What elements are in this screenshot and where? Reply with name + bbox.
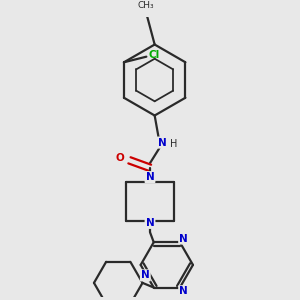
- Text: N: N: [179, 233, 188, 244]
- Text: N: N: [146, 218, 154, 228]
- Text: O: O: [116, 154, 124, 164]
- Text: H: H: [170, 139, 177, 148]
- Text: N: N: [146, 172, 154, 182]
- Text: N: N: [158, 138, 167, 148]
- Text: Cl: Cl: [148, 50, 159, 60]
- Text: N: N: [179, 286, 188, 296]
- Text: CH₃: CH₃: [137, 1, 154, 10]
- Text: N: N: [141, 270, 150, 280]
